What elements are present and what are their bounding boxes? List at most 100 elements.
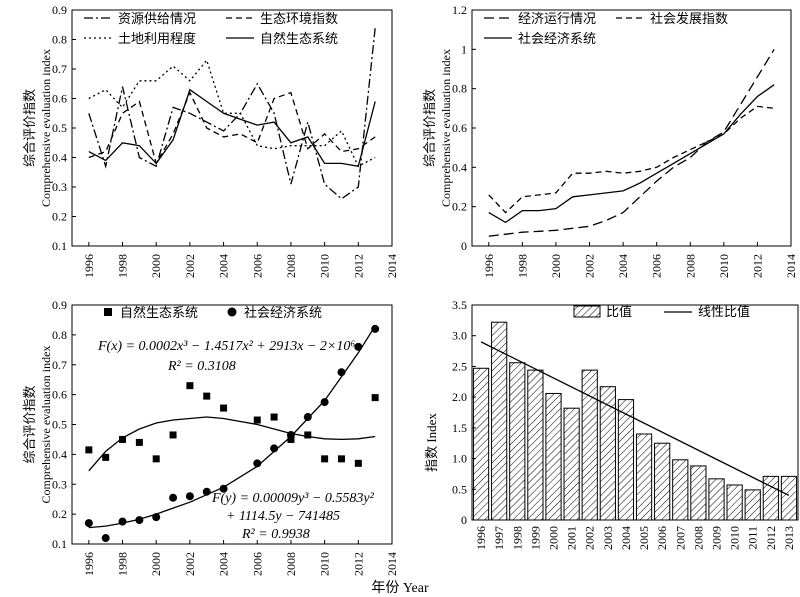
x-tick-label: 2004 <box>619 526 633 550</box>
x-tick-label: 2010 <box>717 254 731 278</box>
data-point-square <box>371 394 379 402</box>
data-point-square <box>220 404 228 412</box>
x-tick-label: 2004 <box>217 552 231 576</box>
y-tick-label: 0.4 <box>52 447 67 461</box>
bar <box>599 386 616 521</box>
data-point-circle <box>84 519 93 528</box>
x-tick-label: 2002 <box>583 526 597 550</box>
legend-label: 线性比值 <box>698 304 750 319</box>
x-tick-label: 1998 <box>116 552 130 576</box>
x-tick-label: 2001 <box>565 526 579 550</box>
y-tick-label: 2.5 <box>452 359 467 373</box>
y-tick-label: 0.5 <box>52 418 67 432</box>
panel-d-chart: 0 0.5 1.0 1.5 2.0 2.5 3.0 3.5 1996 1997 1998 1999 20… <box>424 298 799 550</box>
legend-label: 经济运行情况 <box>518 11 596 26</box>
y-tick-label: 0.2 <box>52 210 67 224</box>
series-line <box>488 48 775 237</box>
x-tick-label: 2000 <box>549 254 563 278</box>
y-tick-label: 0.3 <box>52 180 67 194</box>
data-point-square <box>135 438 143 446</box>
data-point-circle <box>320 398 329 407</box>
data-point-square <box>186 382 194 390</box>
bar <box>762 475 779 521</box>
bar <box>545 392 562 521</box>
y-tick-label: 0.9 <box>52 3 67 17</box>
data-point-square <box>152 455 160 463</box>
legend-label: 自然生态系统 <box>120 305 198 320</box>
bar <box>635 433 653 521</box>
y-tick-label: 3.0 <box>452 329 467 343</box>
y-tick-label: 0.4 <box>452 160 467 174</box>
data-point-circle <box>135 516 144 525</box>
y-tick-label: 0.1 <box>52 239 67 253</box>
legend-label: 社会经济系统 <box>244 305 322 320</box>
bar <box>726 484 743 521</box>
bar <box>780 475 798 521</box>
x-tick-label: 2000 <box>547 526 561 550</box>
r-squared-social: R² = 0.9938 <box>241 527 310 542</box>
x-tick-label: 2002 <box>183 552 197 576</box>
bar <box>509 362 526 521</box>
x-tick-label: 2006 <box>650 254 664 278</box>
legend-swatch-bar <box>573 305 601 318</box>
r-squared-natural: R² = 0.3108 <box>167 359 236 374</box>
y-tick-label: 1.0 <box>452 452 467 466</box>
fit-equation-social-2: + 1114.5y − 741485 <box>226 509 340 524</box>
y-tick-label: 0.8 <box>52 33 67 47</box>
data-point-square <box>85 446 93 454</box>
x-tick-label: 2002 <box>183 254 197 278</box>
x-tick-label: 2010 <box>728 526 742 550</box>
x-tick-label: 2010 <box>318 552 332 576</box>
x-tick-label: 2014 <box>385 254 399 278</box>
legend-label: 比值 <box>606 304 632 319</box>
data-point-circle <box>219 484 228 493</box>
y-axis-title-en: Comprehensive evaluation index <box>39 346 53 504</box>
fit-equation-natural: F(x) = 0.0002x³ − 1.4517x² + 2913x − 2×1… <box>97 339 355 354</box>
data-point-circle <box>202 487 211 496</box>
y-axis-title-cn: 综合评价指数 <box>22 385 37 463</box>
data-point-circle <box>270 444 279 453</box>
x-tick-label: 1997 <box>492 526 506 550</box>
x-tick-label: 2014 <box>385 552 399 576</box>
legend-label: 社会经济系统 <box>518 31 596 46</box>
x-tick-label: 1998 <box>116 254 130 278</box>
data-point-square <box>287 435 295 443</box>
data-point-circle <box>354 342 363 351</box>
fit-equation-social-1: F(y) = 0.00009y³ − 0.5583y² <box>211 491 375 506</box>
x-tick-label: 1999 <box>528 526 542 550</box>
x-tick-label: 2012 <box>351 254 365 278</box>
y-tick-label: 0.6 <box>52 92 67 106</box>
bar <box>744 489 761 521</box>
x-tick-label: 2011 <box>746 526 760 550</box>
x-tick-label: 2010 <box>318 254 332 278</box>
data-point-circle <box>337 368 346 377</box>
x-tick-label: 2008 <box>691 526 705 550</box>
x-tick-label: 2008 <box>683 254 697 278</box>
panel-b-chart: 0 0.2 0.4 0.6 0.8 1 1.2 1996 1998 2000 2002 2004 200… <box>422 3 798 278</box>
legend-marker-square <box>104 308 112 316</box>
bar <box>491 321 508 521</box>
data-point-square <box>270 413 278 421</box>
data-point-circle <box>303 413 312 422</box>
x-tick-label: 2004 <box>616 254 630 278</box>
y-tick-label: 0.2 <box>52 507 67 521</box>
data-point-square <box>203 392 211 400</box>
x-tick-label: 2006 <box>250 552 264 576</box>
panel-c-chart: 0.1 0.2 0.3 0.4 0.5 0.6 0.7 0.8 0.9 1996 1998 2000 2… <box>22 298 399 576</box>
x-tick-label: 1996 <box>82 254 96 278</box>
y-axis-title-cn: 综合评价指数 <box>422 89 437 167</box>
y-tick-label: 0.8 <box>452 82 467 96</box>
bar <box>672 459 689 521</box>
data-point-circle <box>169 493 178 502</box>
series-line <box>88 88 376 168</box>
bar <box>563 407 580 521</box>
y-tick-label: 1 <box>461 42 467 56</box>
bar <box>581 369 598 521</box>
y-tick-label: 0.1 <box>52 537 67 551</box>
fit-curve <box>88 416 376 472</box>
data-point-circle <box>286 430 295 439</box>
bar <box>472 367 490 521</box>
x-tick-label: 1996 <box>474 526 488 550</box>
x-tick-label: 2013 <box>782 526 796 550</box>
